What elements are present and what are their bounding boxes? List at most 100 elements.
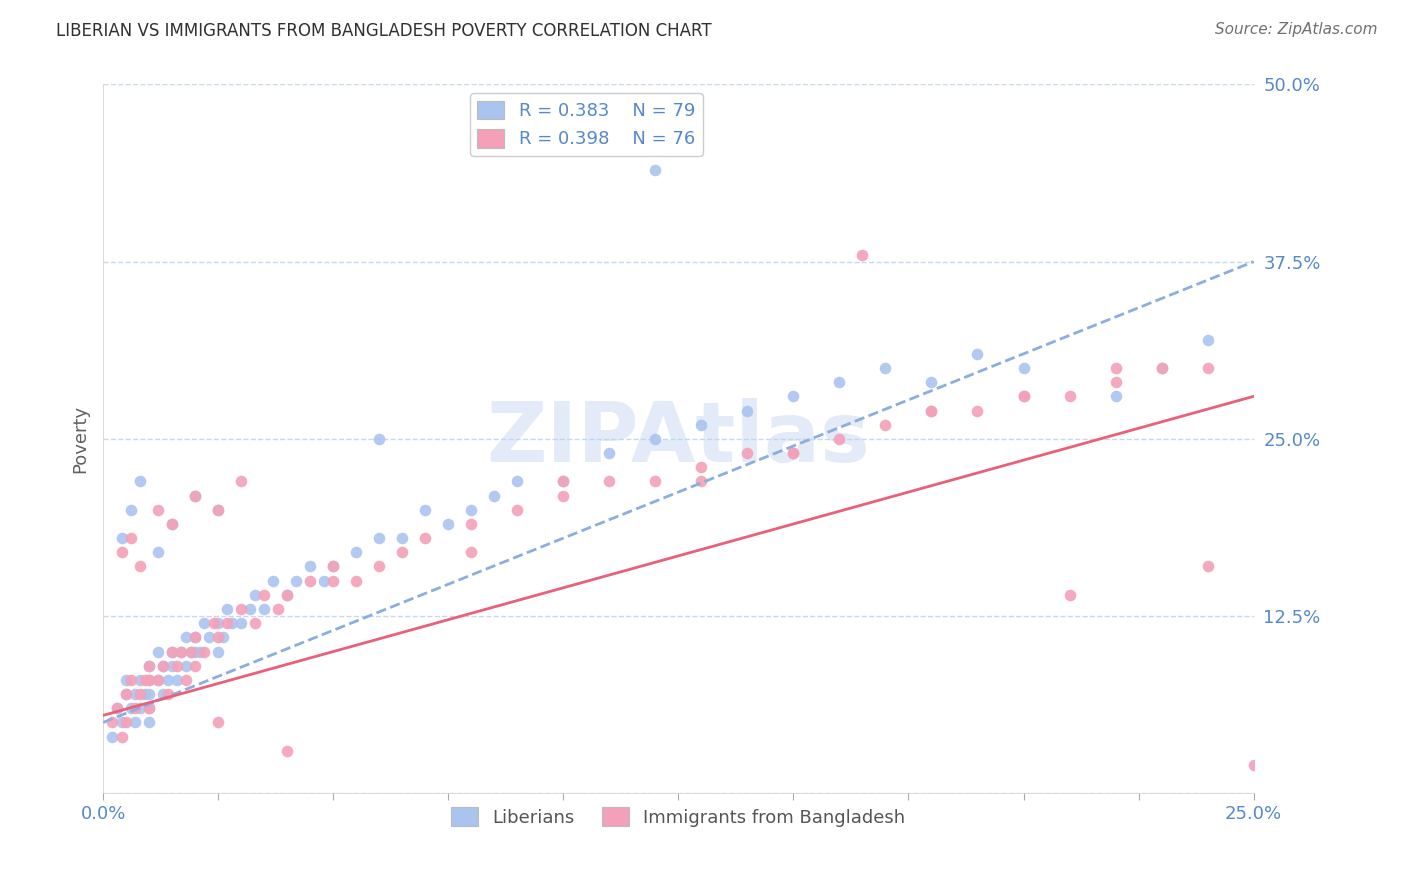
Point <box>553 475 575 489</box>
Point <box>160 658 183 673</box>
Point <box>124 687 146 701</box>
Point <box>152 658 174 673</box>
Point <box>207 715 229 730</box>
Point <box>184 631 207 645</box>
Point <box>644 162 666 177</box>
Point <box>138 701 160 715</box>
Point <box>110 730 132 744</box>
Point <box>101 730 124 744</box>
Point <box>174 631 197 645</box>
Point <box>851 247 873 261</box>
Point <box>437 516 460 531</box>
Point <box>184 489 207 503</box>
Point <box>276 744 298 758</box>
Point <box>174 673 197 687</box>
Point <box>828 375 851 389</box>
Point <box>553 489 575 503</box>
Point <box>138 673 160 687</box>
Point <box>138 701 160 715</box>
Point <box>460 503 482 517</box>
Point <box>1012 389 1035 403</box>
Point <box>160 644 183 658</box>
Point <box>211 631 233 645</box>
Point <box>1104 361 1126 376</box>
Text: Source: ZipAtlas.com: Source: ZipAtlas.com <box>1215 22 1378 37</box>
Point <box>184 631 207 645</box>
Text: ZIPAtlas: ZIPAtlas <box>486 399 870 479</box>
Point <box>188 644 211 658</box>
Point <box>1012 361 1035 376</box>
Point <box>207 503 229 517</box>
Point <box>1059 588 1081 602</box>
Point <box>207 631 229 645</box>
Point <box>198 631 221 645</box>
Point <box>217 616 239 631</box>
Point <box>156 687 179 701</box>
Point <box>966 347 988 361</box>
Point <box>148 644 170 658</box>
Point <box>120 673 142 687</box>
Point <box>184 489 207 503</box>
Point <box>1104 375 1126 389</box>
Point <box>110 545 132 559</box>
Point <box>782 389 804 403</box>
Point <box>368 559 391 574</box>
Point <box>115 715 138 730</box>
Point <box>180 644 202 658</box>
Point <box>368 432 391 446</box>
Point <box>391 545 413 559</box>
Point <box>875 417 897 432</box>
Point <box>299 559 322 574</box>
Point <box>1012 389 1035 403</box>
Point <box>344 545 367 559</box>
Point <box>1197 559 1219 574</box>
Point <box>239 602 262 616</box>
Point <box>644 475 666 489</box>
Point <box>690 460 713 475</box>
Point <box>120 503 142 517</box>
Legend: Liberians, Immigrants from Bangladesh: Liberians, Immigrants from Bangladesh <box>444 800 912 834</box>
Point <box>276 588 298 602</box>
Point <box>413 531 436 545</box>
Point <box>129 673 152 687</box>
Point <box>160 516 183 531</box>
Point <box>138 658 160 673</box>
Point <box>391 531 413 545</box>
Point <box>312 574 335 588</box>
Point <box>1150 361 1173 376</box>
Point <box>644 432 666 446</box>
Point <box>193 616 215 631</box>
Point <box>221 616 243 631</box>
Point <box>124 701 146 715</box>
Point <box>105 701 128 715</box>
Point <box>160 516 183 531</box>
Point <box>166 673 188 687</box>
Point <box>1197 361 1219 376</box>
Point <box>166 658 188 673</box>
Point <box>1197 333 1219 347</box>
Point <box>828 432 851 446</box>
Point <box>110 531 132 545</box>
Point <box>253 602 276 616</box>
Point <box>299 574 322 588</box>
Point <box>202 616 225 631</box>
Point <box>368 531 391 545</box>
Point <box>148 673 170 687</box>
Point <box>129 701 152 715</box>
Point <box>690 417 713 432</box>
Point <box>506 475 529 489</box>
Point <box>152 687 174 701</box>
Point <box>875 361 897 376</box>
Point <box>180 644 202 658</box>
Point <box>782 446 804 460</box>
Point <box>966 403 988 417</box>
Point <box>217 602 239 616</box>
Point <box>344 574 367 588</box>
Y-axis label: Poverty: Poverty <box>72 405 89 473</box>
Point <box>120 531 142 545</box>
Point <box>322 559 344 574</box>
Point <box>129 687 152 701</box>
Point <box>920 375 942 389</box>
Point <box>138 715 160 730</box>
Point <box>276 588 298 602</box>
